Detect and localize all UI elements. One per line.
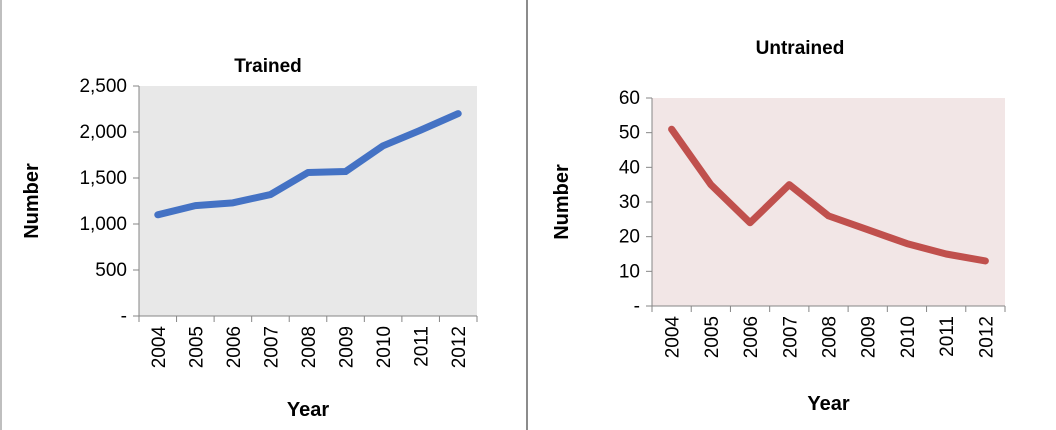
x-tick-label: 2011	[412, 326, 433, 367]
x-tick-label: 2006	[741, 316, 762, 358]
y-axis-title: Number	[551, 164, 573, 240]
y-tick-label: 30	[619, 192, 640, 213]
trained-chart: Trained Number Year - 500 1,000 1,500 2,000 2…	[21, 56, 478, 421]
x-tick-label: 2009	[337, 326, 358, 368]
series-line	[154, 110, 462, 219]
chart-panel-untrained: Untrained Number Year - 10 20 30 40 50 60 2004 2…	[528, 0, 1056, 430]
y-axis-title: Number	[21, 163, 43, 239]
x-tick-label: 2005	[702, 316, 723, 358]
y-tick-label: 1,500	[79, 168, 127, 189]
chart-title: Untrained	[756, 38, 845, 59]
y-tick-label: 20	[619, 227, 640, 248]
untrained-chart: Untrained Number Year - 10 20 30 40 50 60 2004 2…	[551, 38, 1006, 415]
x-tick-label: 2009	[859, 316, 880, 358]
x-tick-label: 2007	[261, 326, 282, 368]
y-tick-label: -	[121, 306, 127, 327]
chart-panel-trained: Trained Number Year - 500 1,000 1,500 2,000 2…	[0, 0, 528, 430]
x-axis-title: Year	[287, 399, 329, 421]
y-tick-label: 10	[619, 261, 640, 282]
x-tick-label: 2008	[299, 326, 320, 368]
x-tick-label: 2004	[149, 326, 170, 369]
x-tick-label: 2005	[186, 326, 207, 368]
plot-area	[139, 86, 477, 316]
x-axis-title: Year	[807, 393, 849, 415]
y-tick-label: 50	[619, 123, 640, 144]
y-tick-label: 500	[95, 260, 127, 281]
x-tick-label: 2004	[663, 316, 684, 359]
y-tick-label: 60	[619, 88, 640, 109]
y-tick-label: 1,000	[79, 214, 127, 235]
chart-title: Trained	[234, 56, 302, 77]
x-tick-label: 2010	[898, 316, 919, 358]
x-tick-label: 2006	[224, 326, 245, 368]
y-tick-label: 40	[619, 157, 640, 178]
x-tick-label: 2010	[374, 326, 395, 368]
x-tick-label: 2007	[780, 316, 801, 358]
plot-area	[652, 98, 1005, 306]
x-tick-label: 2008	[820, 316, 841, 358]
y-tick-label: 2,500	[79, 76, 127, 97]
y-tick-label: -	[634, 296, 640, 317]
x-tick-label: 2012	[449, 326, 470, 368]
x-tick-label: 2011	[937, 316, 958, 357]
y-tick-label: 2,000	[79, 122, 127, 143]
series-line	[668, 125, 989, 265]
x-tick-label: 2012	[976, 316, 997, 358]
